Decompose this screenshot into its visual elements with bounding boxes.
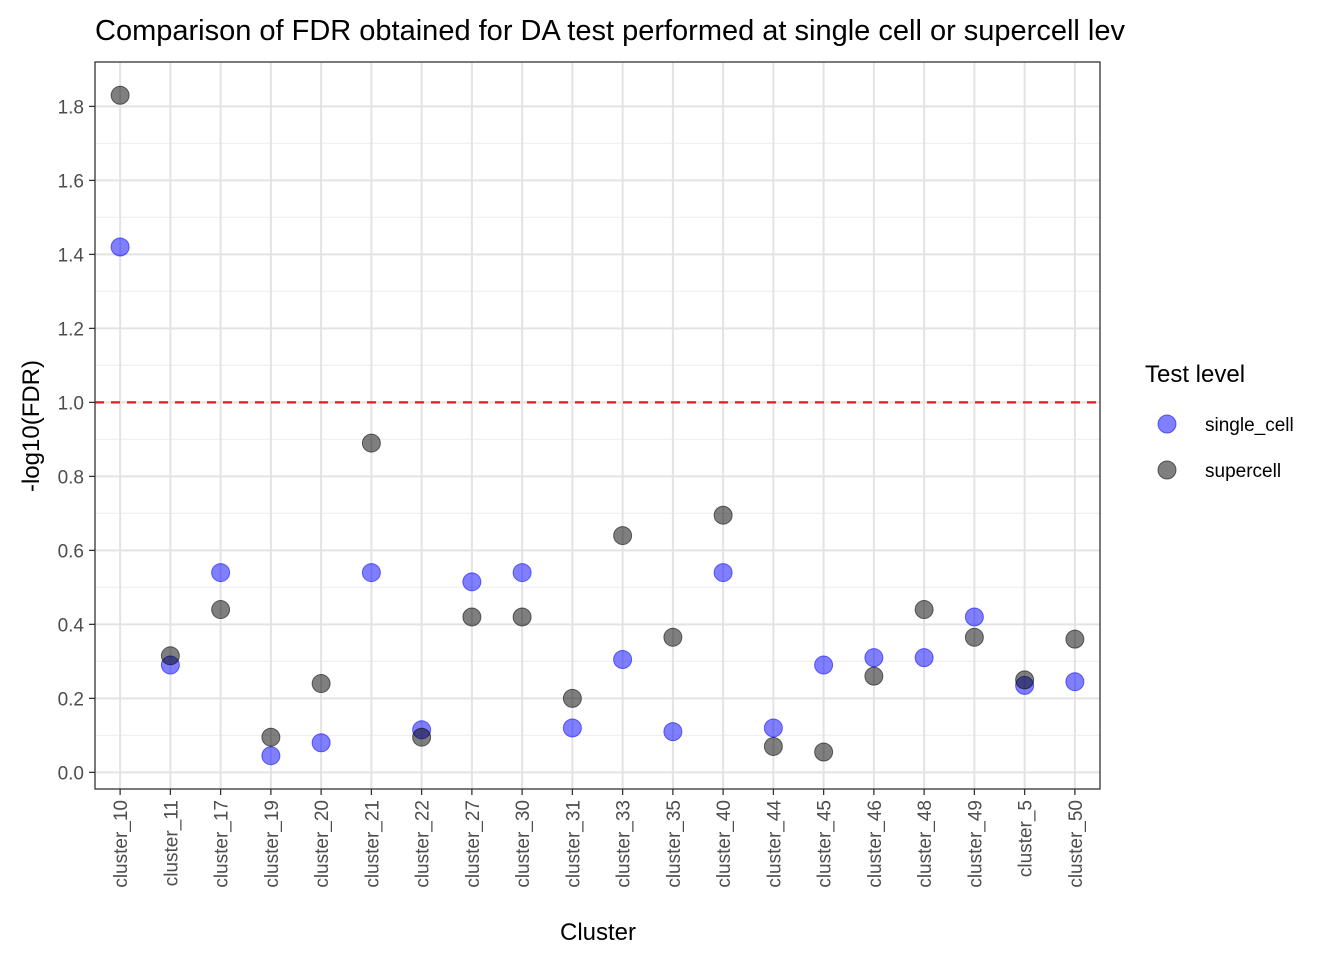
- data-point-supercell: [311, 674, 331, 694]
- panel-border: [94, 61, 1101, 790]
- x-tick-label: cluster_27: [463, 800, 484, 888]
- data-point-single-cell: [964, 607, 984, 627]
- data-point-single-cell: [211, 563, 231, 583]
- data-point-supercell: [462, 607, 482, 627]
- data-point-supercell: [713, 505, 733, 525]
- data-point-single-cell: [261, 746, 281, 766]
- data-point-supercell: [261, 727, 281, 747]
- data-point-single-cell: [110, 237, 130, 257]
- x-tick-label: cluster_30: [513, 800, 534, 888]
- data-point-supercell: [964, 627, 984, 647]
- data-point-single-cell: [914, 648, 934, 668]
- data-point-supercell: [663, 627, 683, 647]
- x-tick-label: cluster_10: [111, 800, 132, 888]
- legend: Test level single_cell supercell: [1145, 361, 1294, 482]
- y-tick-label: 1.8: [58, 97, 84, 118]
- x-tick-label: cluster_45: [815, 800, 836, 888]
- data-point-supercell: [914, 600, 934, 620]
- data-point-single-cell: [1065, 672, 1085, 692]
- x-axis-label: Cluster: [560, 919, 636, 946]
- data-point-single-cell: [864, 648, 884, 668]
- y-tick-label: 0.6: [58, 541, 84, 562]
- y-tick-label: 0.2: [58, 689, 84, 710]
- data-point-single-cell: [562, 718, 582, 738]
- x-tick-label: cluster_44: [764, 800, 785, 888]
- data-point-supercell: [814, 742, 834, 762]
- data-point-supercell: [211, 600, 231, 620]
- legend-key-supercell: [1157, 460, 1177, 480]
- data-point-single-cell: [462, 572, 482, 592]
- legend-key-single-cell: [1157, 414, 1177, 434]
- x-tick-label: cluster_11: [161, 800, 182, 886]
- x-tick-label: cluster_40: [714, 800, 735, 888]
- x-tick-label: cluster_31: [563, 800, 584, 888]
- data-point-supercell: [1065, 629, 1085, 649]
- y-tick-label: 0.0: [58, 763, 84, 784]
- chart-title: Comparison of FDR obtained for DA test p…: [95, 15, 1125, 47]
- x-tick-label: cluster_21: [362, 800, 383, 888]
- data-point-supercell: [412, 727, 432, 747]
- x-tick-label: cluster_17: [212, 800, 233, 888]
- data-point-single-cell: [663, 722, 683, 742]
- panel-background: [95, 62, 1100, 789]
- legend-label-single-cell: single_cell: [1205, 415, 1294, 436]
- data-point-single-cell: [713, 563, 733, 583]
- data-point-supercell: [864, 666, 884, 686]
- x-tick-label: cluster_19: [262, 800, 283, 888]
- y-tick-label: 1.6: [58, 171, 84, 192]
- y-tick-label: 0.8: [58, 467, 84, 488]
- data-point-single-cell: [814, 655, 834, 675]
- axes: 0.0 0.2 0.4 0.6 0.8 1.0 1.2 1.4 1.6 1.8 cluster_10…: [58, 61, 1101, 888]
- data-points: [110, 85, 1085, 766]
- y-tick-label: 0.4: [58, 615, 85, 636]
- data-point-supercell: [160, 646, 180, 666]
- x-tick-label: cluster_49: [965, 800, 986, 888]
- x-tick-label: cluster_48: [915, 800, 936, 888]
- legend-label-supercell: supercell: [1205, 461, 1281, 482]
- x-tick-label: cluster_50: [1066, 800, 1087, 888]
- data-point-single-cell: [512, 563, 532, 583]
- x-tick-label: cluster_5: [1016, 800, 1037, 877]
- legend-title: Test level: [1145, 361, 1245, 388]
- data-point-single-cell: [361, 563, 381, 583]
- data-point-supercell: [763, 736, 783, 756]
- data-point-single-cell: [613, 650, 633, 670]
- data-point-supercell: [1015, 670, 1035, 690]
- data-point-single-cell: [311, 733, 331, 753]
- x-tick-label: cluster_33: [614, 800, 635, 888]
- x-tick-label: cluster_20: [312, 800, 333, 888]
- x-tick-label: cluster_22: [413, 800, 434, 888]
- plot-panel: [95, 62, 1100, 789]
- data-point-supercell: [110, 85, 130, 105]
- y-tick-label: 1.4: [58, 245, 85, 266]
- x-tick-label: cluster_46: [865, 800, 886, 888]
- x-tick-label: cluster_35: [664, 800, 685, 888]
- data-point-supercell: [613, 526, 633, 546]
- data-point-supercell: [512, 607, 532, 627]
- y-axis-label: -log10(FDR): [18, 360, 45, 492]
- data-point-supercell: [562, 688, 582, 708]
- data-point-single-cell: [763, 718, 783, 738]
- data-point-supercell: [361, 433, 381, 453]
- y-tick-label: 1.2: [58, 319, 84, 340]
- y-tick-label: 1.0: [58, 393, 84, 414]
